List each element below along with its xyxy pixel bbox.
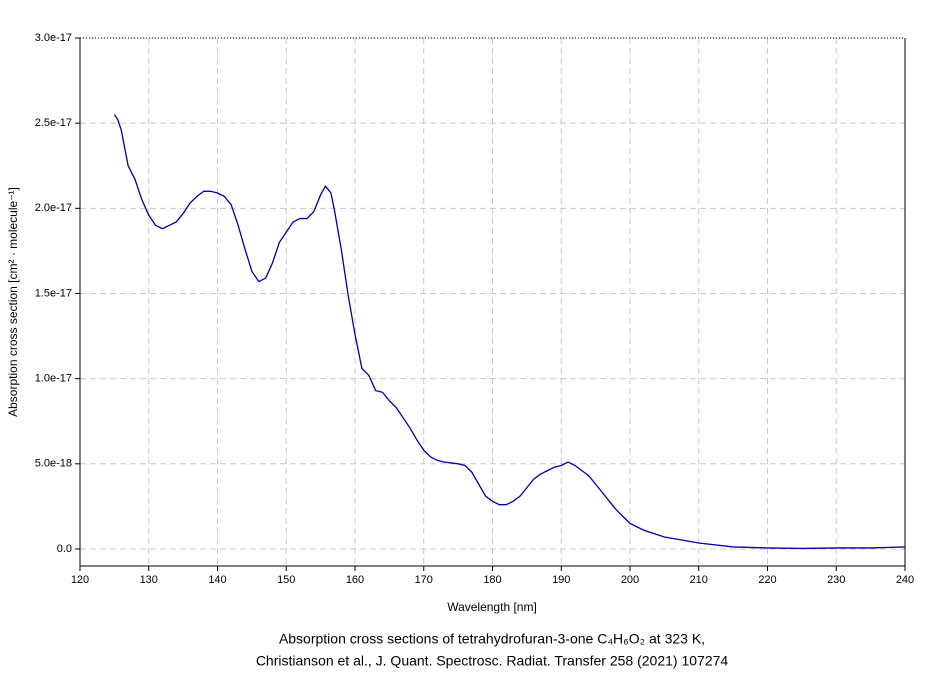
x-tick-label: 220: [758, 574, 776, 586]
x-tick-label: 230: [827, 574, 845, 586]
x-tick-label: 180: [483, 574, 501, 586]
y-tick-label: 2.5e-17: [35, 117, 72, 129]
x-tick-label: 210: [690, 574, 708, 586]
y-tick-label: 5.0e-18: [35, 458, 72, 470]
y-axis-label: Absorption cross section [cm² · molecule…: [6, 187, 20, 417]
x-tick-label: 170: [415, 574, 433, 586]
y-tick-label: 0.0: [57, 543, 72, 555]
x-tick-label: 130: [140, 574, 158, 586]
y-tick-label: 2.0e-17: [35, 202, 72, 214]
y-tick-label: 1.5e-17: [35, 287, 72, 299]
x-tick-label: 160: [346, 574, 364, 586]
x-tick-label: 200: [621, 574, 639, 586]
x-tick-label: 190: [552, 574, 570, 586]
x-tick-label: 150: [277, 574, 295, 586]
caption-line: Christianson et al., J. Quant. Spectrosc…: [256, 653, 729, 669]
x-tick-label: 120: [71, 574, 89, 586]
y-tick-label: 1.0e-17: [35, 373, 72, 385]
spectrum-line: [113, 114, 906, 550]
x-axis-label: Wavelength [nm]: [447, 600, 537, 614]
x-tick-label: 240: [896, 574, 914, 586]
caption-line: Absorption cross sections of tetrahydrof…: [279, 631, 705, 647]
x-tick-label: 140: [208, 574, 226, 586]
y-tick-label: 3.0e-17: [35, 32, 72, 44]
